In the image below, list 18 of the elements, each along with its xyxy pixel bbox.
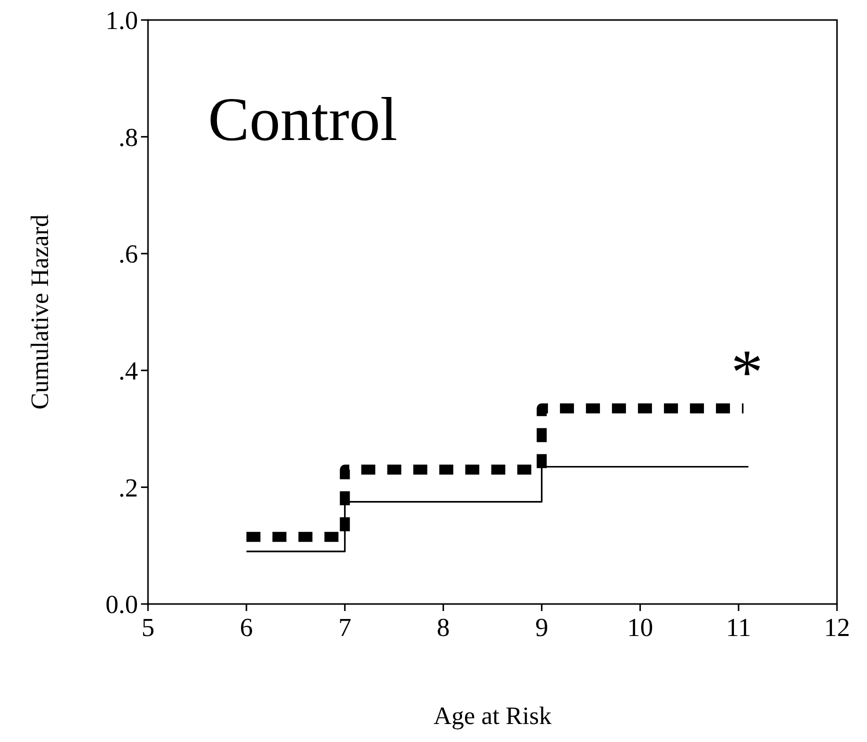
y-tick-label: .8 <box>118 122 138 152</box>
y-tick-label: 0.0 <box>106 590 138 620</box>
x-tick-label: 5 <box>142 613 154 642</box>
y-axis-title: Cumulative Hazard <box>27 214 54 410</box>
y-tick-label: .2 <box>118 473 138 502</box>
x-tick-label: 11 <box>726 613 752 642</box>
x-tick-label: 8 <box>436 613 450 642</box>
y-tick-label: .4 <box>118 356 138 386</box>
x-tick-label: 6 <box>240 613 253 642</box>
x-tick-label: 9 <box>535 613 548 642</box>
y-tick-label: 1.0 <box>106 6 138 36</box>
x-tick-label: 12 <box>824 613 850 642</box>
x-tick-label: 10 <box>627 613 654 642</box>
y-tick-label: .6 <box>118 240 138 269</box>
annotation: * <box>731 336 763 408</box>
x-axis-title: Age at Risk <box>433 703 552 730</box>
text: Control <box>208 86 398 154</box>
x-tick-label: 7 <box>338 613 352 642</box>
